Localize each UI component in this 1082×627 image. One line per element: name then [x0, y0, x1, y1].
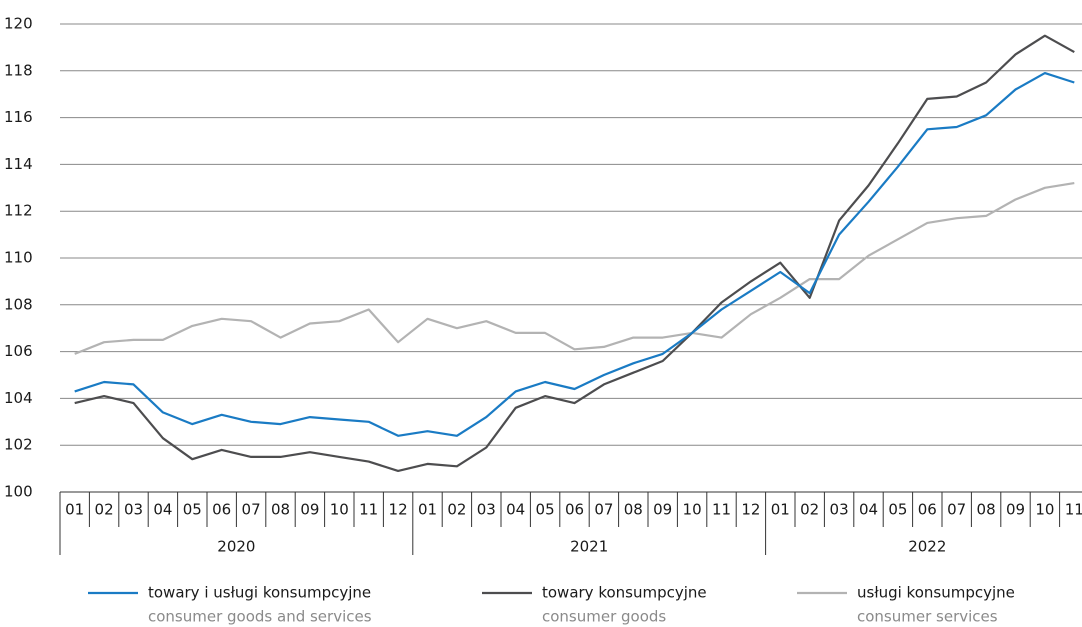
legend-label: usługi konsumpcyjne: [857, 584, 1015, 602]
x-tick-label: 07: [594, 501, 613, 519]
legend-label-en: consumer services: [857, 608, 998, 626]
x-tick-label: 08: [271, 501, 290, 519]
x-tick-label: 01: [65, 501, 84, 519]
x-tick-label: 09: [653, 501, 672, 519]
y-tick-label: 104: [4, 389, 33, 407]
y-tick-label: 100: [4, 483, 33, 501]
x-tick-label: 11: [359, 501, 378, 519]
x-tick-label: 12: [741, 501, 760, 519]
series-line: [74, 71, 1075, 437]
x-tick-label: 06: [212, 501, 231, 519]
x-tick-label: 02: [95, 501, 114, 519]
x-tick-label: 02: [447, 501, 466, 519]
series-line: [74, 34, 1075, 472]
y-tick-label: 114: [4, 155, 33, 173]
y-tick-label: 118: [4, 61, 33, 79]
series-line: [74, 182, 1075, 355]
x-tick-label: 12: [389, 501, 408, 519]
y-tick-label: 102: [4, 436, 33, 454]
x-tick-label: 07: [242, 501, 261, 519]
legend-label: towary i usługi konsumpcyjne: [148, 584, 371, 602]
x-tick-label: 03: [124, 501, 143, 519]
year-label: 2020: [217, 538, 255, 556]
x-tick-label: 05: [536, 501, 555, 519]
x-tick-label: 09: [300, 501, 319, 519]
legend-label-en: consumer goods: [542, 608, 666, 626]
y-tick-label: 120: [4, 15, 33, 33]
x-tick-label: 02: [800, 501, 819, 519]
x-tick-label: 04: [153, 501, 172, 519]
x-tick-label: 11: [1065, 501, 1082, 519]
y-tick-label: 112: [4, 202, 33, 220]
x-tick-label: 06: [565, 501, 584, 519]
x-tick-label: 05: [183, 501, 202, 519]
x-tick-label: 01: [418, 501, 437, 519]
legend-label: towary konsumpcyjne: [542, 584, 707, 602]
x-tick-label: 08: [624, 501, 643, 519]
y-tick-label: 106: [4, 342, 33, 360]
x-tick-label: 10: [683, 501, 702, 519]
x-tick-label: 05: [888, 501, 907, 519]
x-tick-label: 01: [771, 501, 790, 519]
x-tick-label: 03: [830, 501, 849, 519]
x-tick-label: 09: [1006, 501, 1025, 519]
x-tick-label: 10: [330, 501, 349, 519]
x-tick-label: 04: [859, 501, 878, 519]
year-label: 2021: [570, 538, 608, 556]
year-label: 2022: [908, 538, 946, 556]
y-tick-label: 110: [4, 249, 33, 267]
x-tick-label: 07: [947, 501, 966, 519]
y-tick-label: 108: [4, 295, 33, 313]
x-tick-label: 06: [918, 501, 937, 519]
legend-label-en: consumer goods and services: [148, 608, 372, 626]
y-tick-label: 116: [4, 108, 33, 126]
x-tick-label: 10: [1035, 501, 1054, 519]
x-tick-label: 11: [712, 501, 731, 519]
x-tick-label: 03: [477, 501, 496, 519]
x-tick-label: 04: [506, 501, 525, 519]
x-tick-label: 08: [977, 501, 996, 519]
